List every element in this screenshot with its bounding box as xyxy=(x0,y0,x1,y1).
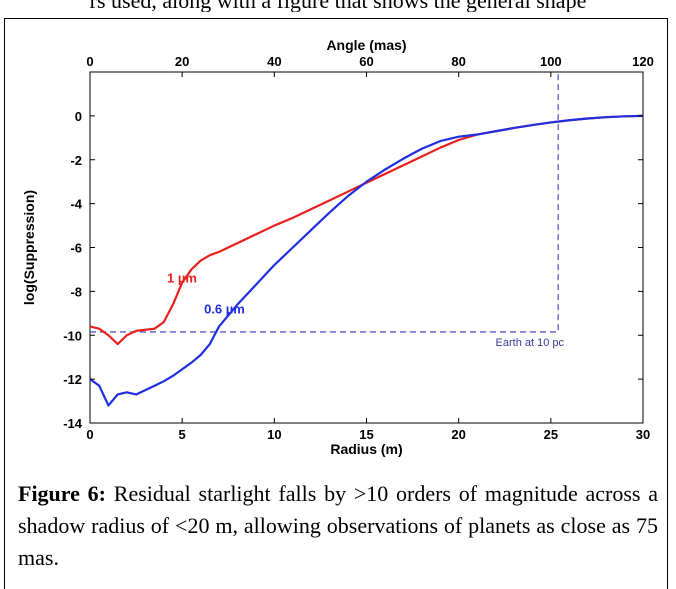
top-tick-label: 0 xyxy=(86,54,93,69)
x-tick-label: 25 xyxy=(544,427,558,442)
caption-text: Residual starlight falls by >10 orders o… xyxy=(18,481,659,570)
y-tick-label: -6 xyxy=(70,241,82,256)
x-tick-label: 15 xyxy=(359,427,373,442)
figure-caption: Figure 6: Residual starlight falls by >1… xyxy=(18,478,658,574)
x-tick-label: 30 xyxy=(636,427,650,442)
series-line-0 xyxy=(89,114,644,346)
y-axis-label: log(Suppression) xyxy=(21,190,37,305)
figure-frame xyxy=(4,18,668,589)
top-tick-label: 40 xyxy=(267,54,281,69)
annotation-1: 0.6 µm xyxy=(204,301,245,316)
plot-axes xyxy=(89,71,644,424)
y-tick-label: 0 xyxy=(75,109,82,124)
annotation-0: 1 µm xyxy=(167,271,197,286)
top-tick-label: 100 xyxy=(540,54,562,69)
x-tick-label: 0 xyxy=(86,427,93,442)
caption-label: Figure 6: xyxy=(18,481,107,506)
top-tick-label: 20 xyxy=(175,54,189,69)
suppression-chart: 0 5 10 15 20 25 30 0 20 40 60 80 100 120 0 -2 -4 -6 -8 -10 -… xyxy=(21,37,654,457)
top-axis-label: Angle (mas) xyxy=(326,37,406,53)
annotations-layer: 1 µm 0.6 µm Earth at 10 pc xyxy=(167,271,565,350)
y-tick-label: -14 xyxy=(63,416,83,431)
top-tick-label: 60 xyxy=(359,54,373,69)
y-tick-label: -4 xyxy=(70,197,82,212)
earth-reference-line xyxy=(90,72,559,333)
reference-lines xyxy=(90,72,559,333)
x-tick-label: 5 xyxy=(179,427,186,442)
series-line-1 xyxy=(89,114,644,407)
labels-layer: Angle (mas) Radius (m) log(Suppression) xyxy=(21,37,407,457)
y-tick-label: -2 xyxy=(70,153,82,168)
x-tick-label: 10 xyxy=(267,427,281,442)
series-layer xyxy=(89,114,644,407)
ticks-layer: 0 5 10 15 20 25 30 0 20 40 60 80 100 120 0 -2 -4 -6 -8 -10 -… xyxy=(63,54,654,442)
annotation-2: Earth at 10 pc xyxy=(496,337,565,349)
y-tick-label: -8 xyxy=(70,284,82,299)
x-tick-label: 20 xyxy=(451,427,465,442)
x-axis-label: Radius (m) xyxy=(330,441,402,457)
y-tick-label: -10 xyxy=(63,328,82,343)
y-tick-label: -12 xyxy=(63,372,82,387)
plot-area xyxy=(89,71,644,424)
top-tick-label: 80 xyxy=(451,54,465,69)
top-tick-label: 120 xyxy=(632,54,654,69)
